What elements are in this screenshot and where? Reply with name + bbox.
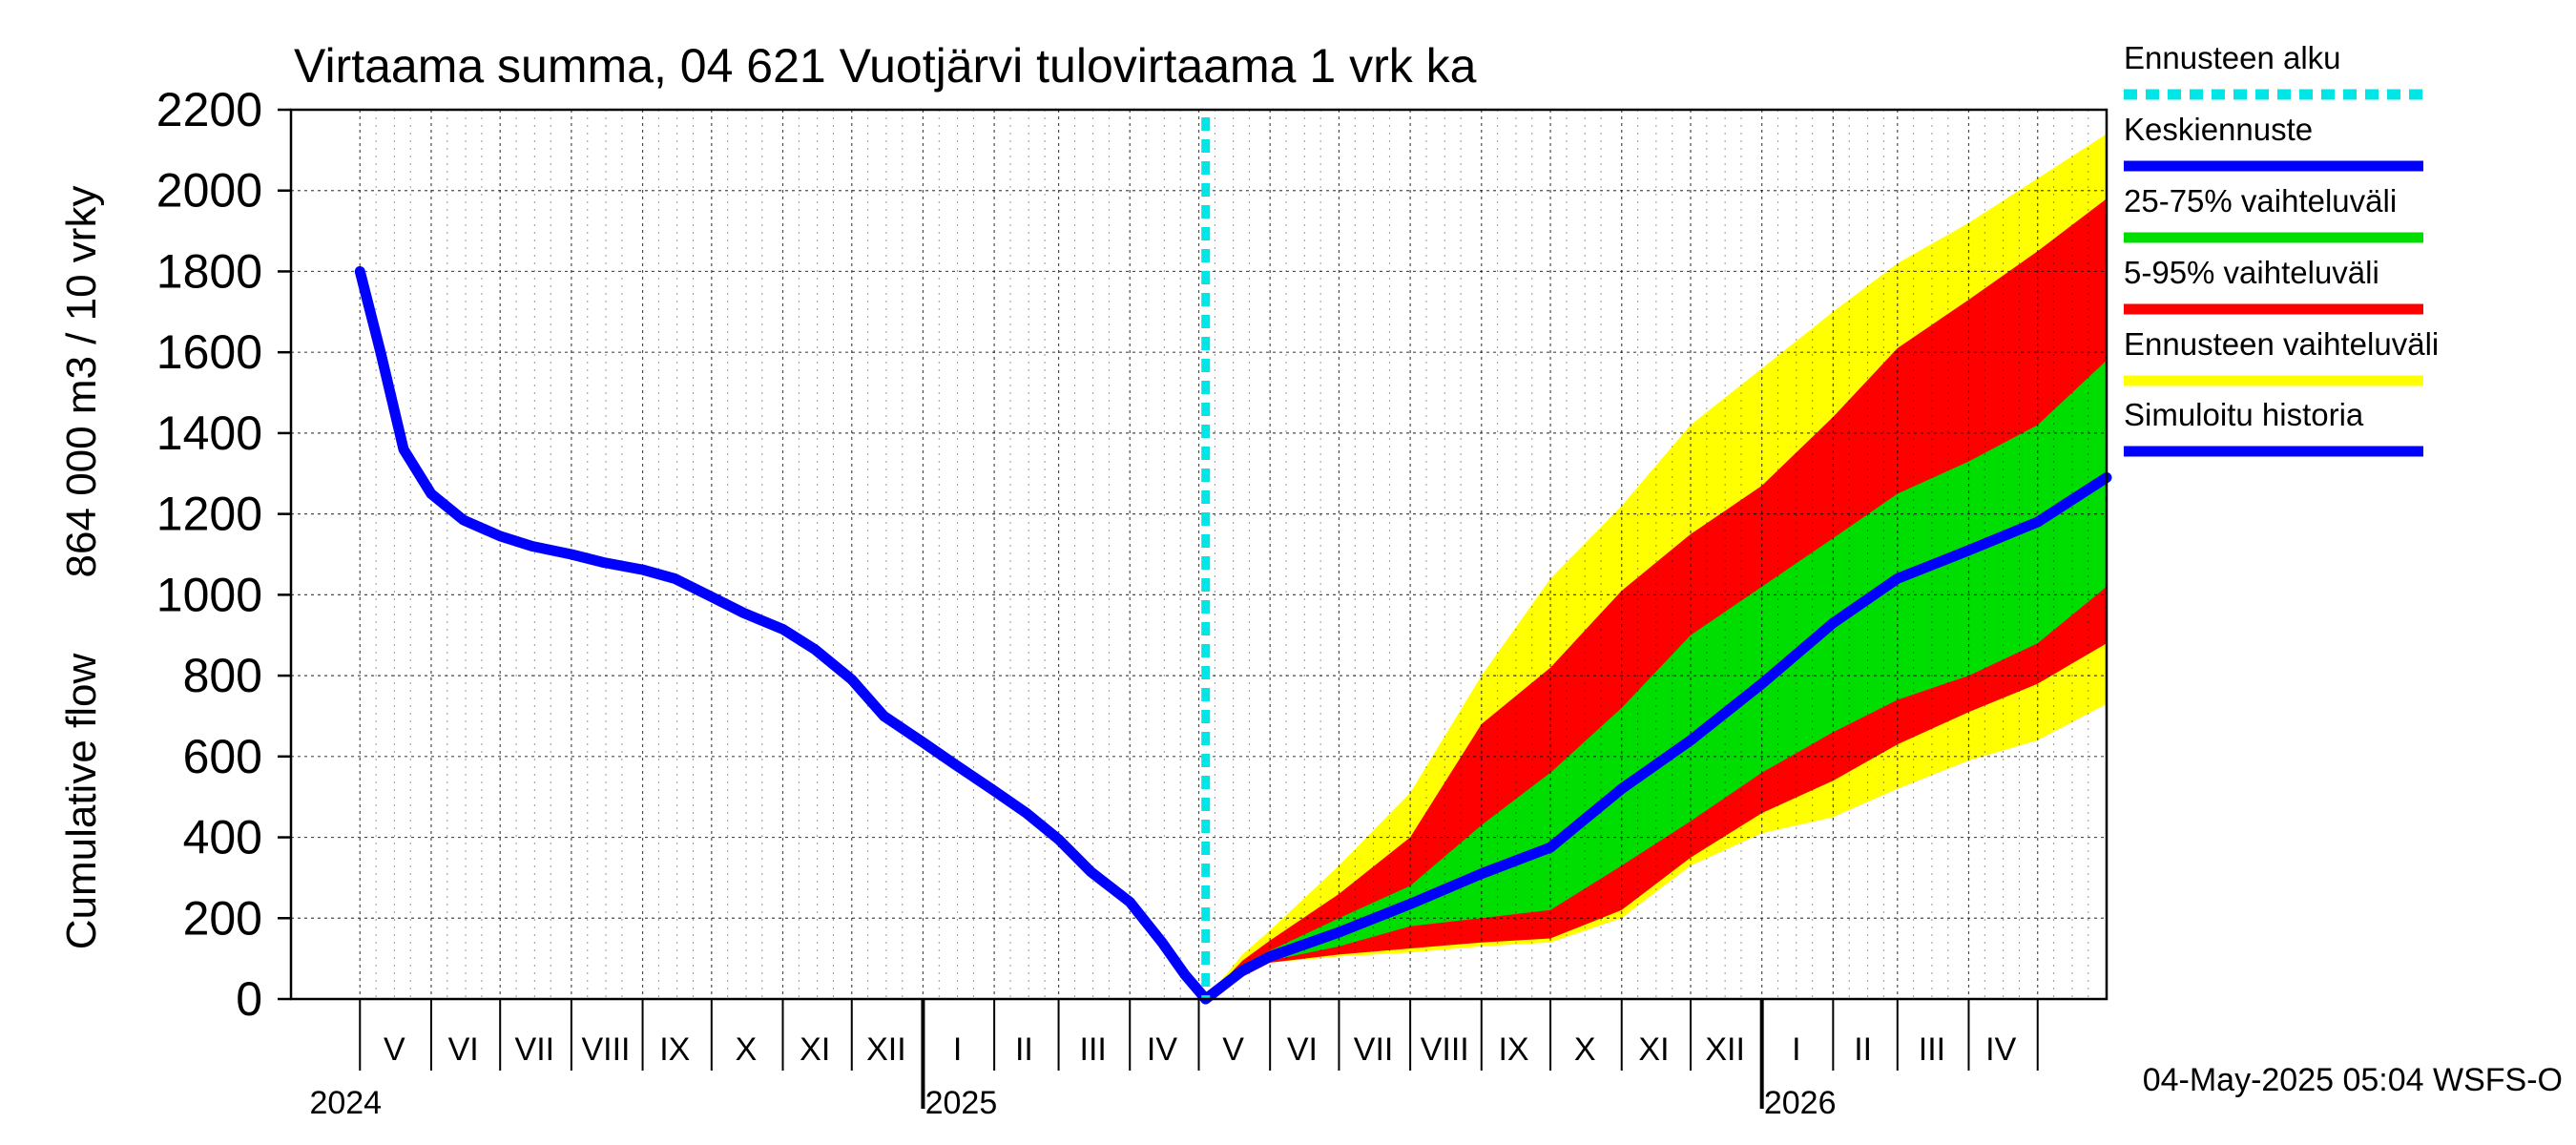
plot-bands — [1205, 134, 2107, 999]
legend-label: 5-95% vaihteluväli — [2124, 255, 2379, 290]
legend-label: Ennusteen vaihteluväli — [2124, 326, 2439, 362]
x-tick-label-month: IV — [1147, 1031, 1177, 1068]
x-tick-label-month: V — [1222, 1031, 1244, 1068]
x-tick-label-month: X — [736, 1031, 758, 1068]
legend-label: 25-75% vaihteluväli — [2124, 183, 2397, 219]
x-tick-label-month: III — [1080, 1031, 1107, 1068]
x-tick-label-month: XII — [1705, 1031, 1745, 1068]
x-tick-label-month: VI — [448, 1031, 479, 1068]
x-tick-label-month: II — [1854, 1031, 1872, 1068]
x-tick-label-month: VII — [515, 1031, 555, 1068]
y-tick-label: 0 — [236, 972, 262, 1026]
x-tick-label-month: I — [953, 1031, 962, 1068]
y-axis-label-line-2: 864 000 m3 / 10 vrky — [58, 186, 105, 578]
band-5-95 — [1205, 198, 2107, 999]
y-axis-label-group: Cumulative flow 864 000 m3 / 10 vrky — [58, 186, 105, 950]
legend-label: Simuloitu historia — [2124, 397, 2364, 432]
y-tick-label: 1800 — [156, 244, 262, 298]
x-tick-label-month: II — [1015, 1031, 1033, 1068]
x-tick-label-month: VII — [1354, 1031, 1394, 1068]
y-tick-label: 1600 — [156, 325, 262, 379]
x-tick-label-month: VI — [1287, 1031, 1318, 1068]
x-tick-label-month: IV — [1985, 1031, 2016, 1068]
x-tick-label-month: VIII — [1421, 1031, 1469, 1068]
x-tick-label-month: XII — [866, 1031, 906, 1068]
y-tick-label: 800 — [183, 649, 262, 702]
y-tick-label: 400 — [183, 811, 262, 864]
plot-lines — [354, 117, 2112, 1005]
band-25-75 — [1205, 360, 2107, 999]
y-tick-label: 2000 — [156, 164, 262, 218]
legend: Ennusteen alku Keskiennuste 25-75% vaihtel… — [2124, 40, 2439, 457]
x-tick-label-month: X — [1574, 1031, 1596, 1068]
y-tick-label: 600 — [183, 730, 262, 783]
x-tick-label-month: IX — [1498, 1031, 1528, 1068]
x-tick-label-month: XI — [800, 1031, 830, 1068]
x-tick-label-month: V — [384, 1031, 405, 1068]
x-tick-label-month: XI — [1638, 1031, 1669, 1068]
y-tick-label: 1400 — [156, 406, 262, 460]
y-axis-ticks: 0 200 400 600 800 1000 1200 1400 1600 1800 2000 220… — [156, 83, 291, 1026]
x-tick-label-year: 2026 — [1764, 1085, 1837, 1121]
legend-label: Ennusteen alku — [2124, 40, 2341, 75]
footer-timestamp: 04-May-2025 05:04 WSFS-O — [2143, 1062, 2563, 1098]
y-tick-label: 1000 — [156, 568, 262, 621]
chart-title: Virtaama summa, 04 621 Vuotjärvi tulovir… — [294, 39, 1477, 93]
legend-label: Keskiennuste — [2124, 112, 2313, 147]
y-tick-label: 1200 — [156, 488, 262, 541]
y-tick-label: 2200 — [156, 83, 262, 136]
series-median-forecast — [1200, 472, 2112, 1005]
x-tick-label-month: III — [1919, 1031, 1945, 1068]
x-tick-label-month: VIII — [581, 1031, 630, 1068]
series-simulated-history — [354, 266, 1212, 1005]
x-axis: V VI VII VIII IX X XI XII I II III IV V VI VII VIII IX X X… — [309, 999, 2039, 1121]
x-tick-label-month: I — [1792, 1031, 1800, 1068]
x-tick-label-year: 2025 — [925, 1085, 998, 1121]
x-tick-label-month: IX — [659, 1031, 690, 1068]
y-tick-label: 200 — [183, 891, 262, 945]
x-tick-label-year: 2024 — [309, 1085, 382, 1121]
y-axis-label-line-1: Cumulative flow — [58, 654, 105, 950]
